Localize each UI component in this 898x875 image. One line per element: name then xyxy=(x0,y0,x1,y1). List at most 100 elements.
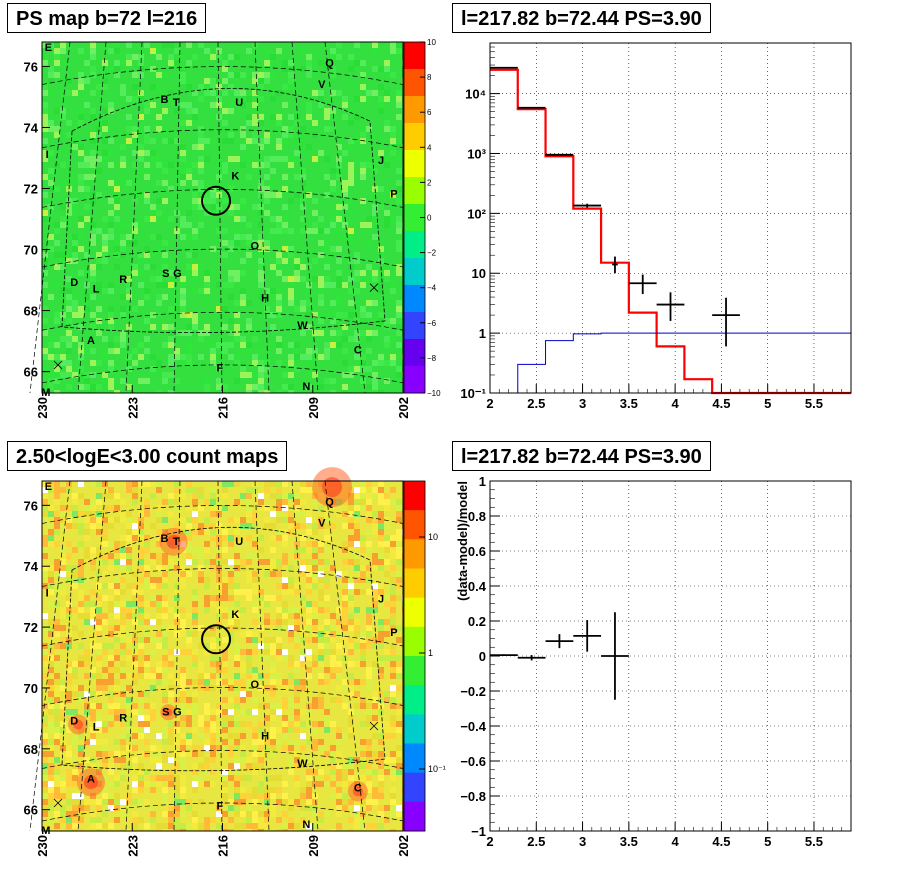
psmap-heatmap-cell xyxy=(360,336,366,342)
countmap-heatmap-cell xyxy=(54,673,60,679)
countmap-heatmap-cell xyxy=(270,679,276,685)
countmap-heatmap-cell xyxy=(396,511,402,517)
countmap-heatmap-cell xyxy=(306,667,312,673)
countmap-heatmap-cell xyxy=(78,511,84,517)
countmap-heatmap-cell xyxy=(210,601,216,607)
countmap-heatmap-cell xyxy=(216,595,222,601)
countmap-heatmap-cell xyxy=(276,505,282,511)
countmap-heatmap-cell xyxy=(312,571,318,577)
countmap-heatmap-cell xyxy=(228,709,234,715)
countmap-heatmap-cell xyxy=(108,781,114,787)
psmap-heatmap-cell xyxy=(90,132,96,138)
countmap-heatmap-cell xyxy=(54,733,60,739)
countmap-heatmap-cell xyxy=(210,829,216,831)
psmap-heatmap-cell xyxy=(384,318,390,324)
countmap-heatmap-cell xyxy=(342,769,348,775)
countmap-heatmap-cell xyxy=(42,703,48,709)
countmap-heatmap-cell xyxy=(102,511,108,517)
psmap-heatmap-cell xyxy=(180,144,186,150)
countmap-heatmap-cell xyxy=(108,667,114,673)
countmap-heatmap-cell xyxy=(216,661,222,667)
countmap-heatmap-cell xyxy=(288,799,294,805)
countmap-heatmap-cell xyxy=(240,751,246,757)
countmap-bright-source-core xyxy=(166,534,181,549)
countmap-heatmap-cell xyxy=(180,571,186,577)
countmap-heatmap-cell xyxy=(342,781,348,787)
psmap-heatmap-cell xyxy=(156,312,162,318)
psmap-heatmap-cell xyxy=(138,114,144,120)
psmap-heatmap-cell xyxy=(354,300,360,306)
countmap-heatmap-cell xyxy=(78,493,84,499)
psmap-heatmap-cell xyxy=(174,330,180,336)
psmap-heatmap-cell xyxy=(168,216,174,222)
countmap-heatmap-cell xyxy=(288,721,294,727)
psmap-heatmap-cell xyxy=(318,96,324,102)
psmap-heatmap-cell xyxy=(84,378,90,384)
countmap-heatmap-cell xyxy=(144,625,150,631)
countmap-heatmap-cell xyxy=(390,793,396,799)
countmap-heatmap-cell xyxy=(84,529,90,535)
countmap-heatmap-cell xyxy=(84,739,90,745)
psmap-heatmap-cell xyxy=(348,168,354,174)
countmap-heatmap-cell xyxy=(318,721,324,727)
countmap-heatmap-cell xyxy=(270,559,276,565)
countmap-heatmap-cell xyxy=(66,811,72,817)
countmap-heatmap-cell xyxy=(48,667,54,673)
countmap-heatmap-cell xyxy=(372,511,378,517)
psmap-heatmap-cell xyxy=(192,198,198,204)
countmap-heatmap-cell xyxy=(198,781,204,787)
countmap-heatmap-cell xyxy=(270,775,276,781)
countmap-heatmap-cell xyxy=(240,811,246,817)
countmap-heatmap-cell xyxy=(354,691,360,697)
psmap-heatmap-cell xyxy=(90,150,96,156)
countmap-heatmap-cell xyxy=(102,541,108,547)
countmap-heatmap-cell xyxy=(234,643,240,649)
psmap-heatmap-cell xyxy=(84,60,90,66)
countmap-heatmap-cell xyxy=(180,721,186,727)
countmap-heatmap-cell xyxy=(78,643,84,649)
countmap-heatmap-cell xyxy=(342,601,348,607)
psmap-colorbar-band xyxy=(404,177,425,205)
countmap-heatmap-cell xyxy=(72,775,78,781)
countmap-heatmap-cell xyxy=(384,559,390,565)
countmap-heatmap-cell xyxy=(318,541,324,547)
countmap-heatmap-cell xyxy=(126,535,132,541)
countmap-heatmap-cell xyxy=(48,505,54,511)
psmap-heatmap-cell xyxy=(210,342,216,348)
psmap-heatmap-cell xyxy=(312,156,318,162)
countmap-heatmap-cell xyxy=(120,499,126,505)
psmap-heatmap-cell xyxy=(294,192,300,198)
psmap-heatmap-cell xyxy=(282,372,288,378)
countmap-heatmap-cell xyxy=(378,535,384,541)
psmap-heatmap-cell xyxy=(120,234,126,240)
countmap-heatmap-cell xyxy=(378,781,384,787)
psmap-heatmap-cell xyxy=(60,90,66,96)
countmap-heatmap-cell xyxy=(42,775,48,781)
countmap-heatmap-cell xyxy=(390,805,396,811)
countmap-heatmap-cell xyxy=(270,649,276,655)
countmap-heatmap-cell xyxy=(144,727,150,733)
psmap-heatmap-cell xyxy=(282,222,288,228)
psmap-heatmap-cell xyxy=(294,354,300,360)
psmap-heatmap-cell xyxy=(258,366,264,372)
countmap-heatmap-cell xyxy=(66,637,72,643)
countmap-heatmap-cell xyxy=(372,643,378,649)
psmap-heatmap-cell xyxy=(156,246,162,252)
countmap-source-label: A xyxy=(87,773,95,785)
countmap-heatmap-cell xyxy=(288,697,294,703)
countmap-heatmap-cell xyxy=(150,595,156,601)
countmap-heatmap-cell xyxy=(348,649,354,655)
psmap-heatmap-cell xyxy=(132,264,138,270)
psmap-heatmap-cell xyxy=(72,312,78,318)
countmap-heatmap-cell xyxy=(252,619,258,625)
psmap-heatmap-cell xyxy=(372,42,378,48)
psmap-heatmap-cell xyxy=(168,276,174,282)
countmap-heatmap-cell xyxy=(306,577,312,583)
countmap-heatmap-cell xyxy=(306,571,312,577)
countmap-heatmap-cell xyxy=(84,553,90,559)
countmap-heatmap-cell xyxy=(138,601,144,607)
countmap-heatmap-cell xyxy=(42,799,48,805)
countmap-heatmap-cell xyxy=(48,817,54,823)
psmap-colorbar-tick-label: −2 xyxy=(427,249,437,258)
countmap-heatmap-cell xyxy=(72,685,78,691)
